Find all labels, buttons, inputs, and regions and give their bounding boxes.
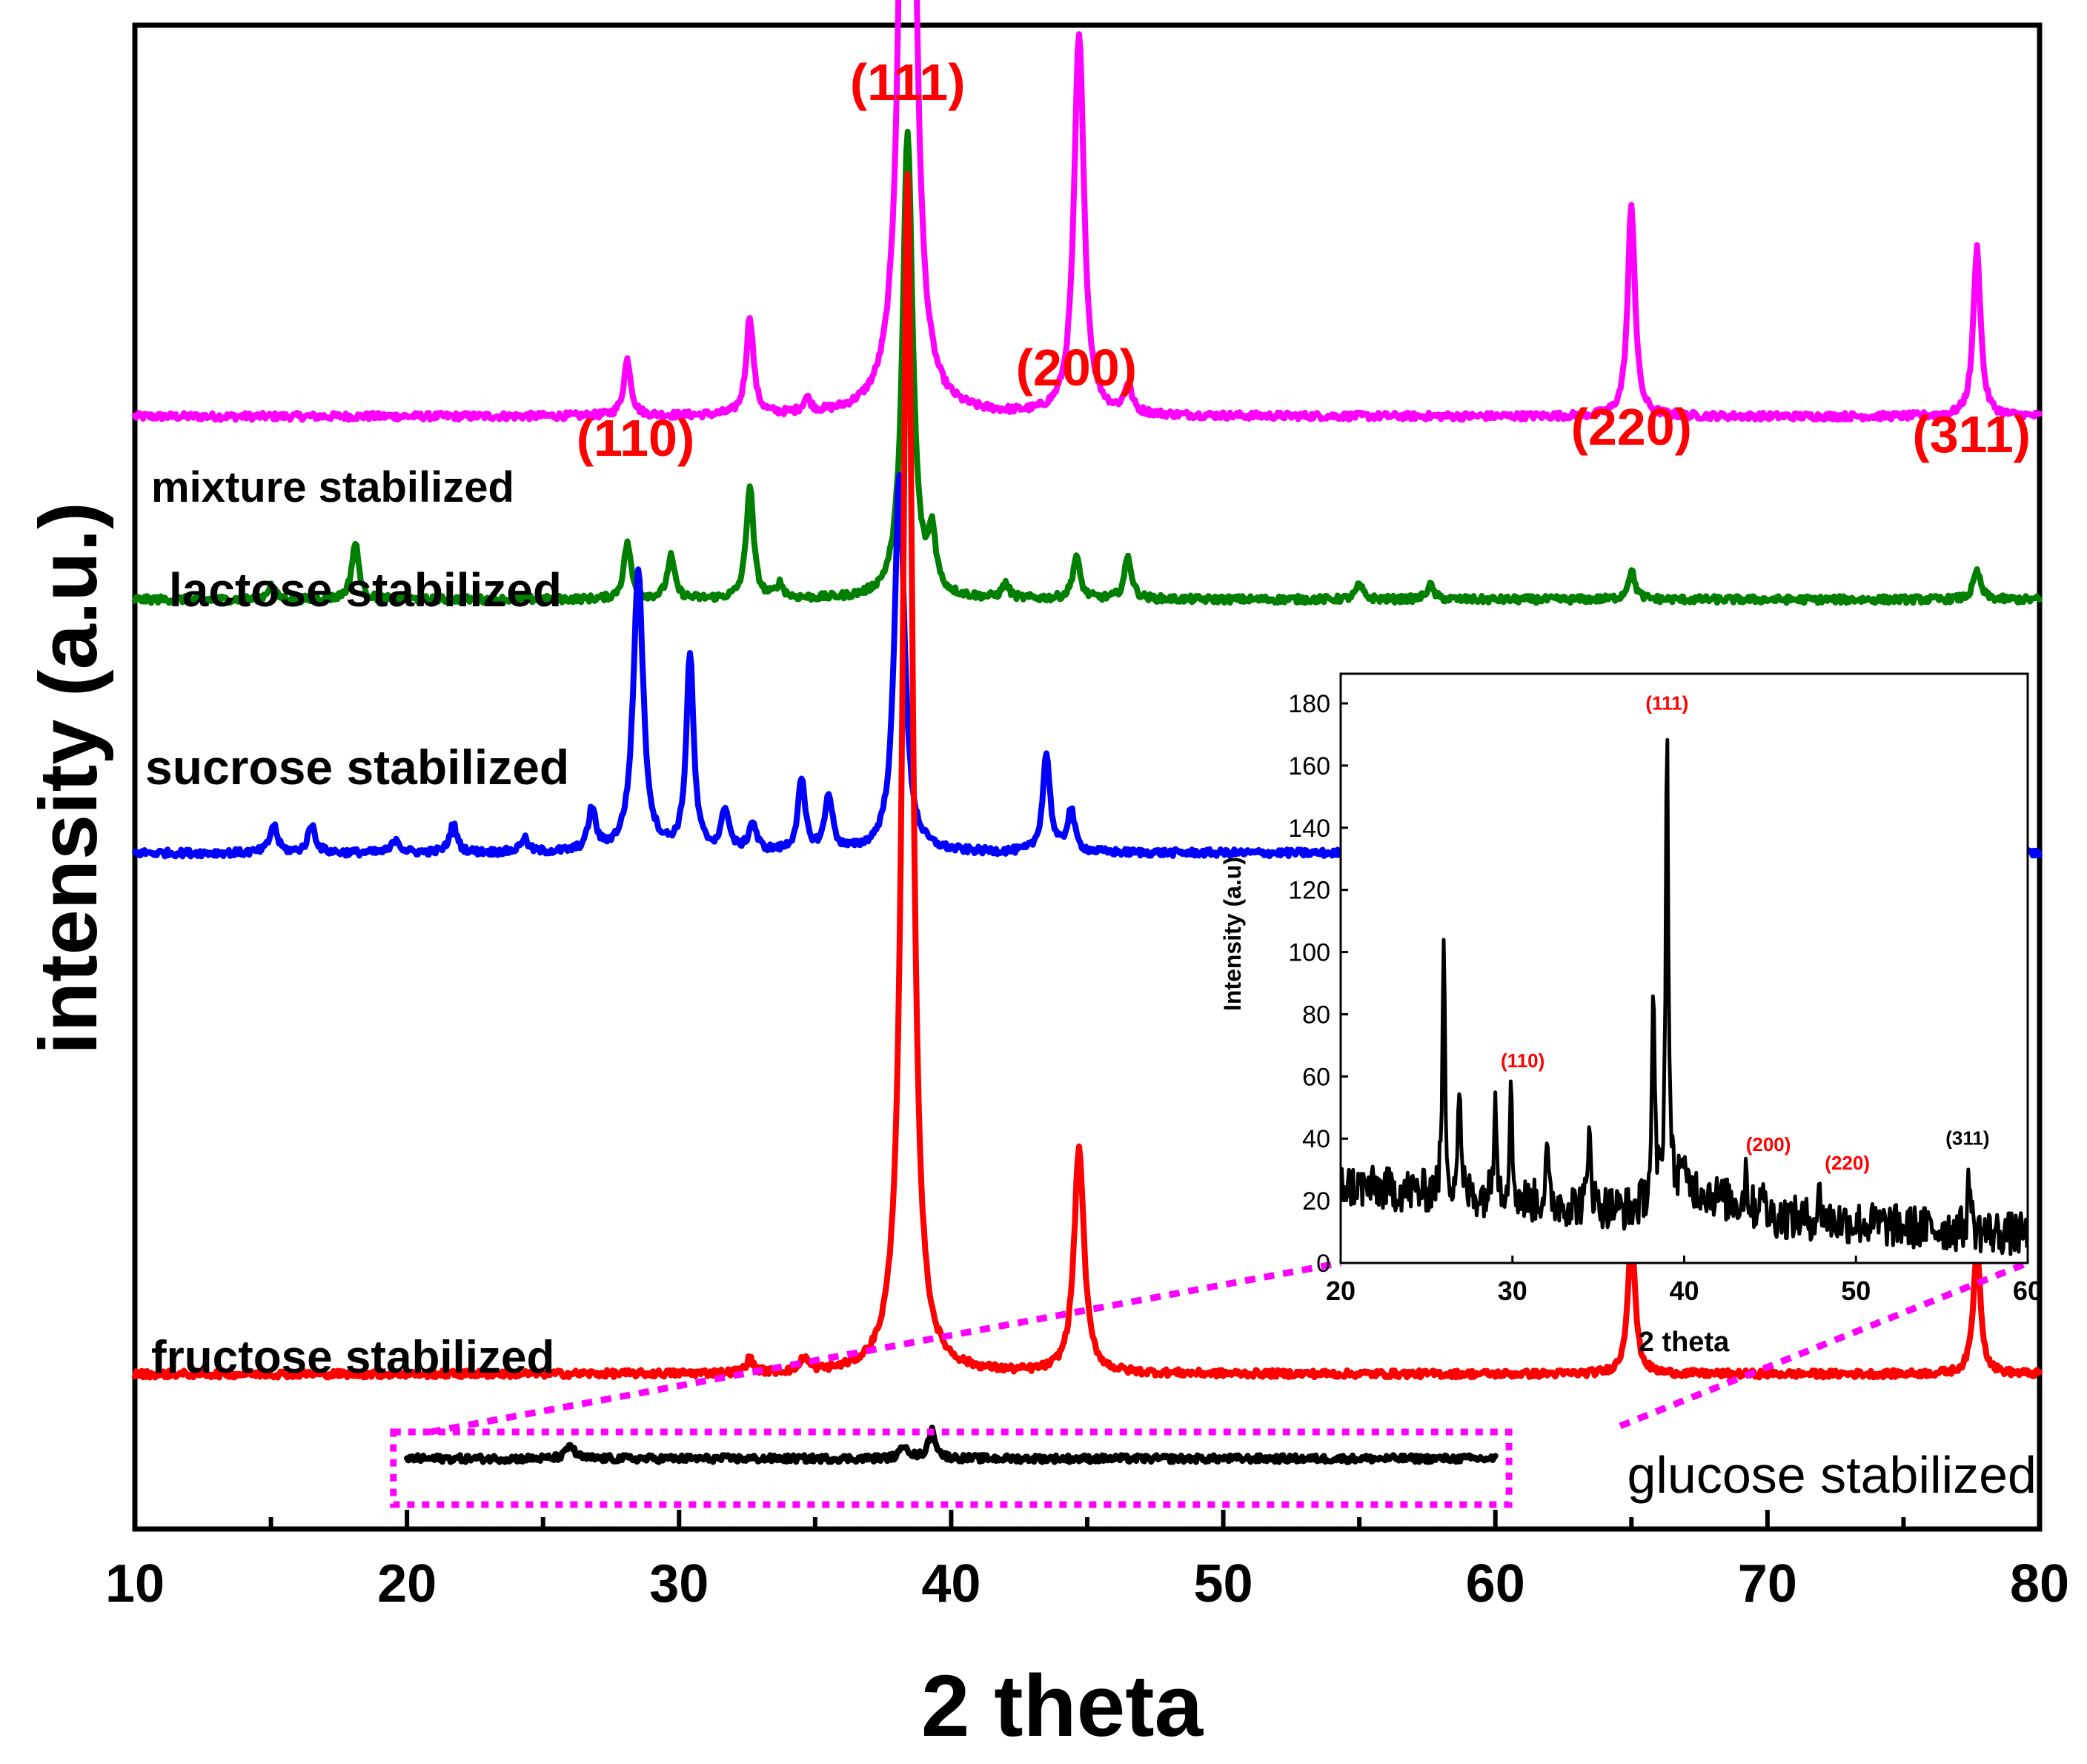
main-x-tick-labels: 10 20 30 40 50 60 70 80: [105, 1554, 2069, 1614]
main-x-axis-title: 2 theta: [921, 1657, 1204, 1755]
main-x-tick-label-60: 60: [1466, 1554, 1525, 1614]
inset-x-axis-title: 2 theta: [1639, 1327, 1730, 1358]
main-y-axis-title: intensity (a.u.): [23, 502, 114, 1055]
main-x-tick-label-40: 40: [921, 1554, 981, 1614]
main-x-tick-label-50: 50: [1194, 1554, 1253, 1614]
inset-y-tick-label-60: 60: [1302, 1063, 1330, 1091]
main-x-tick-label-80: 80: [2010, 1554, 2069, 1614]
inset-series-group: [1339, 737, 2029, 1256]
inset-y-tick-label-0: 0: [1316, 1250, 1330, 1278]
main-x-tick-label-30: 30: [649, 1554, 709, 1614]
inset-x-tick-label-20: 20: [1326, 1276, 1356, 1306]
inset-ticks: [1339, 702, 2029, 1264]
series-label-mixture-stabilized: mixture stabilized: [151, 463, 514, 511]
main-x-ticks: [133, 1510, 2042, 1529]
main-peak-annotations: (110) (111) (200) (220) (311): [577, 53, 2031, 467]
main-x-tick-label-20: 20: [377, 1554, 437, 1614]
inset-y-tick-label-160: 160: [1288, 752, 1330, 780]
zoom-highlight: [390, 1259, 2029, 1508]
series-line-mixture-stabilized: [132, 0, 2043, 423]
main-series-labels: mixture stabilized lactose stabilized sucr…: [145, 463, 2037, 1504]
inset-y-tick-label-40: 40: [1302, 1125, 1330, 1153]
inset-y-tick-label-180: 180: [1288, 690, 1330, 718]
series-label-lactose-stabilized: lactose stabilized: [169, 563, 562, 617]
series-label-glucose-stabilized: glucose stabilized: [1627, 1446, 2037, 1504]
series-line-glucose-stabilized: [404, 1425, 1499, 1465]
main-annotation-220: (220): [1571, 398, 1692, 456]
main-x-tick-label-70: 70: [1738, 1554, 1797, 1614]
inset-annotation-111: (111): [1645, 692, 1688, 714]
inset-annotation-311: (311): [1945, 1127, 1989, 1150]
main-x-tick-label-10: 10: [105, 1554, 165, 1614]
inset-annotation-220: (220): [1825, 1152, 1870, 1174]
series-line-lactose-stabilized: [132, 128, 2043, 606]
series-line-fructose-stabilized: [132, 170, 2043, 1381]
series-label-fructose-stabilized: fructose stabilized: [151, 1332, 554, 1383]
inset-y-axis-title: Intensity (a.u): [1219, 857, 1246, 1011]
inset-y-tick-label-80: 80: [1302, 1001, 1330, 1029]
inset-annotation-110: (110): [1501, 1050, 1544, 1072]
inset-series-line-glucose-stabilized: [1339, 737, 2029, 1256]
inset-x-tick-label-50: 50: [1841, 1276, 1871, 1306]
inset-y-tick-label-140: 140: [1288, 815, 1330, 843]
inset-y-tick-label-120: 120: [1288, 877, 1330, 905]
inset-y-tick-label-100: 100: [1288, 939, 1330, 967]
inset-peak-annotations: (111) (110) (200) (220) (311): [1501, 692, 1989, 1174]
main-annotation-110: (110): [577, 409, 695, 467]
inset-x-tick-label-40: 40: [1669, 1276, 1699, 1306]
main-series-group: [132, 0, 2043, 1465]
main-annotation-111: (111): [850, 53, 966, 111]
inset-y-tick-label-20: 20: [1302, 1187, 1330, 1216]
zoom-connector-right: [1619, 1259, 2029, 1430]
main-annotation-311: (311): [1912, 405, 2031, 463]
inset-x-tick-label-60: 60: [2013, 1276, 2043, 1306]
inset-annotation-200: (200): [1746, 1133, 1791, 1155]
main-annotation-200: (200): [1016, 339, 1137, 397]
series-label-sucrose-stabilized: sucrose stabilized: [145, 740, 569, 795]
inset-x-tick-label-30: 30: [1498, 1276, 1527, 1306]
zoom-connector-left: [429, 1259, 1341, 1436]
